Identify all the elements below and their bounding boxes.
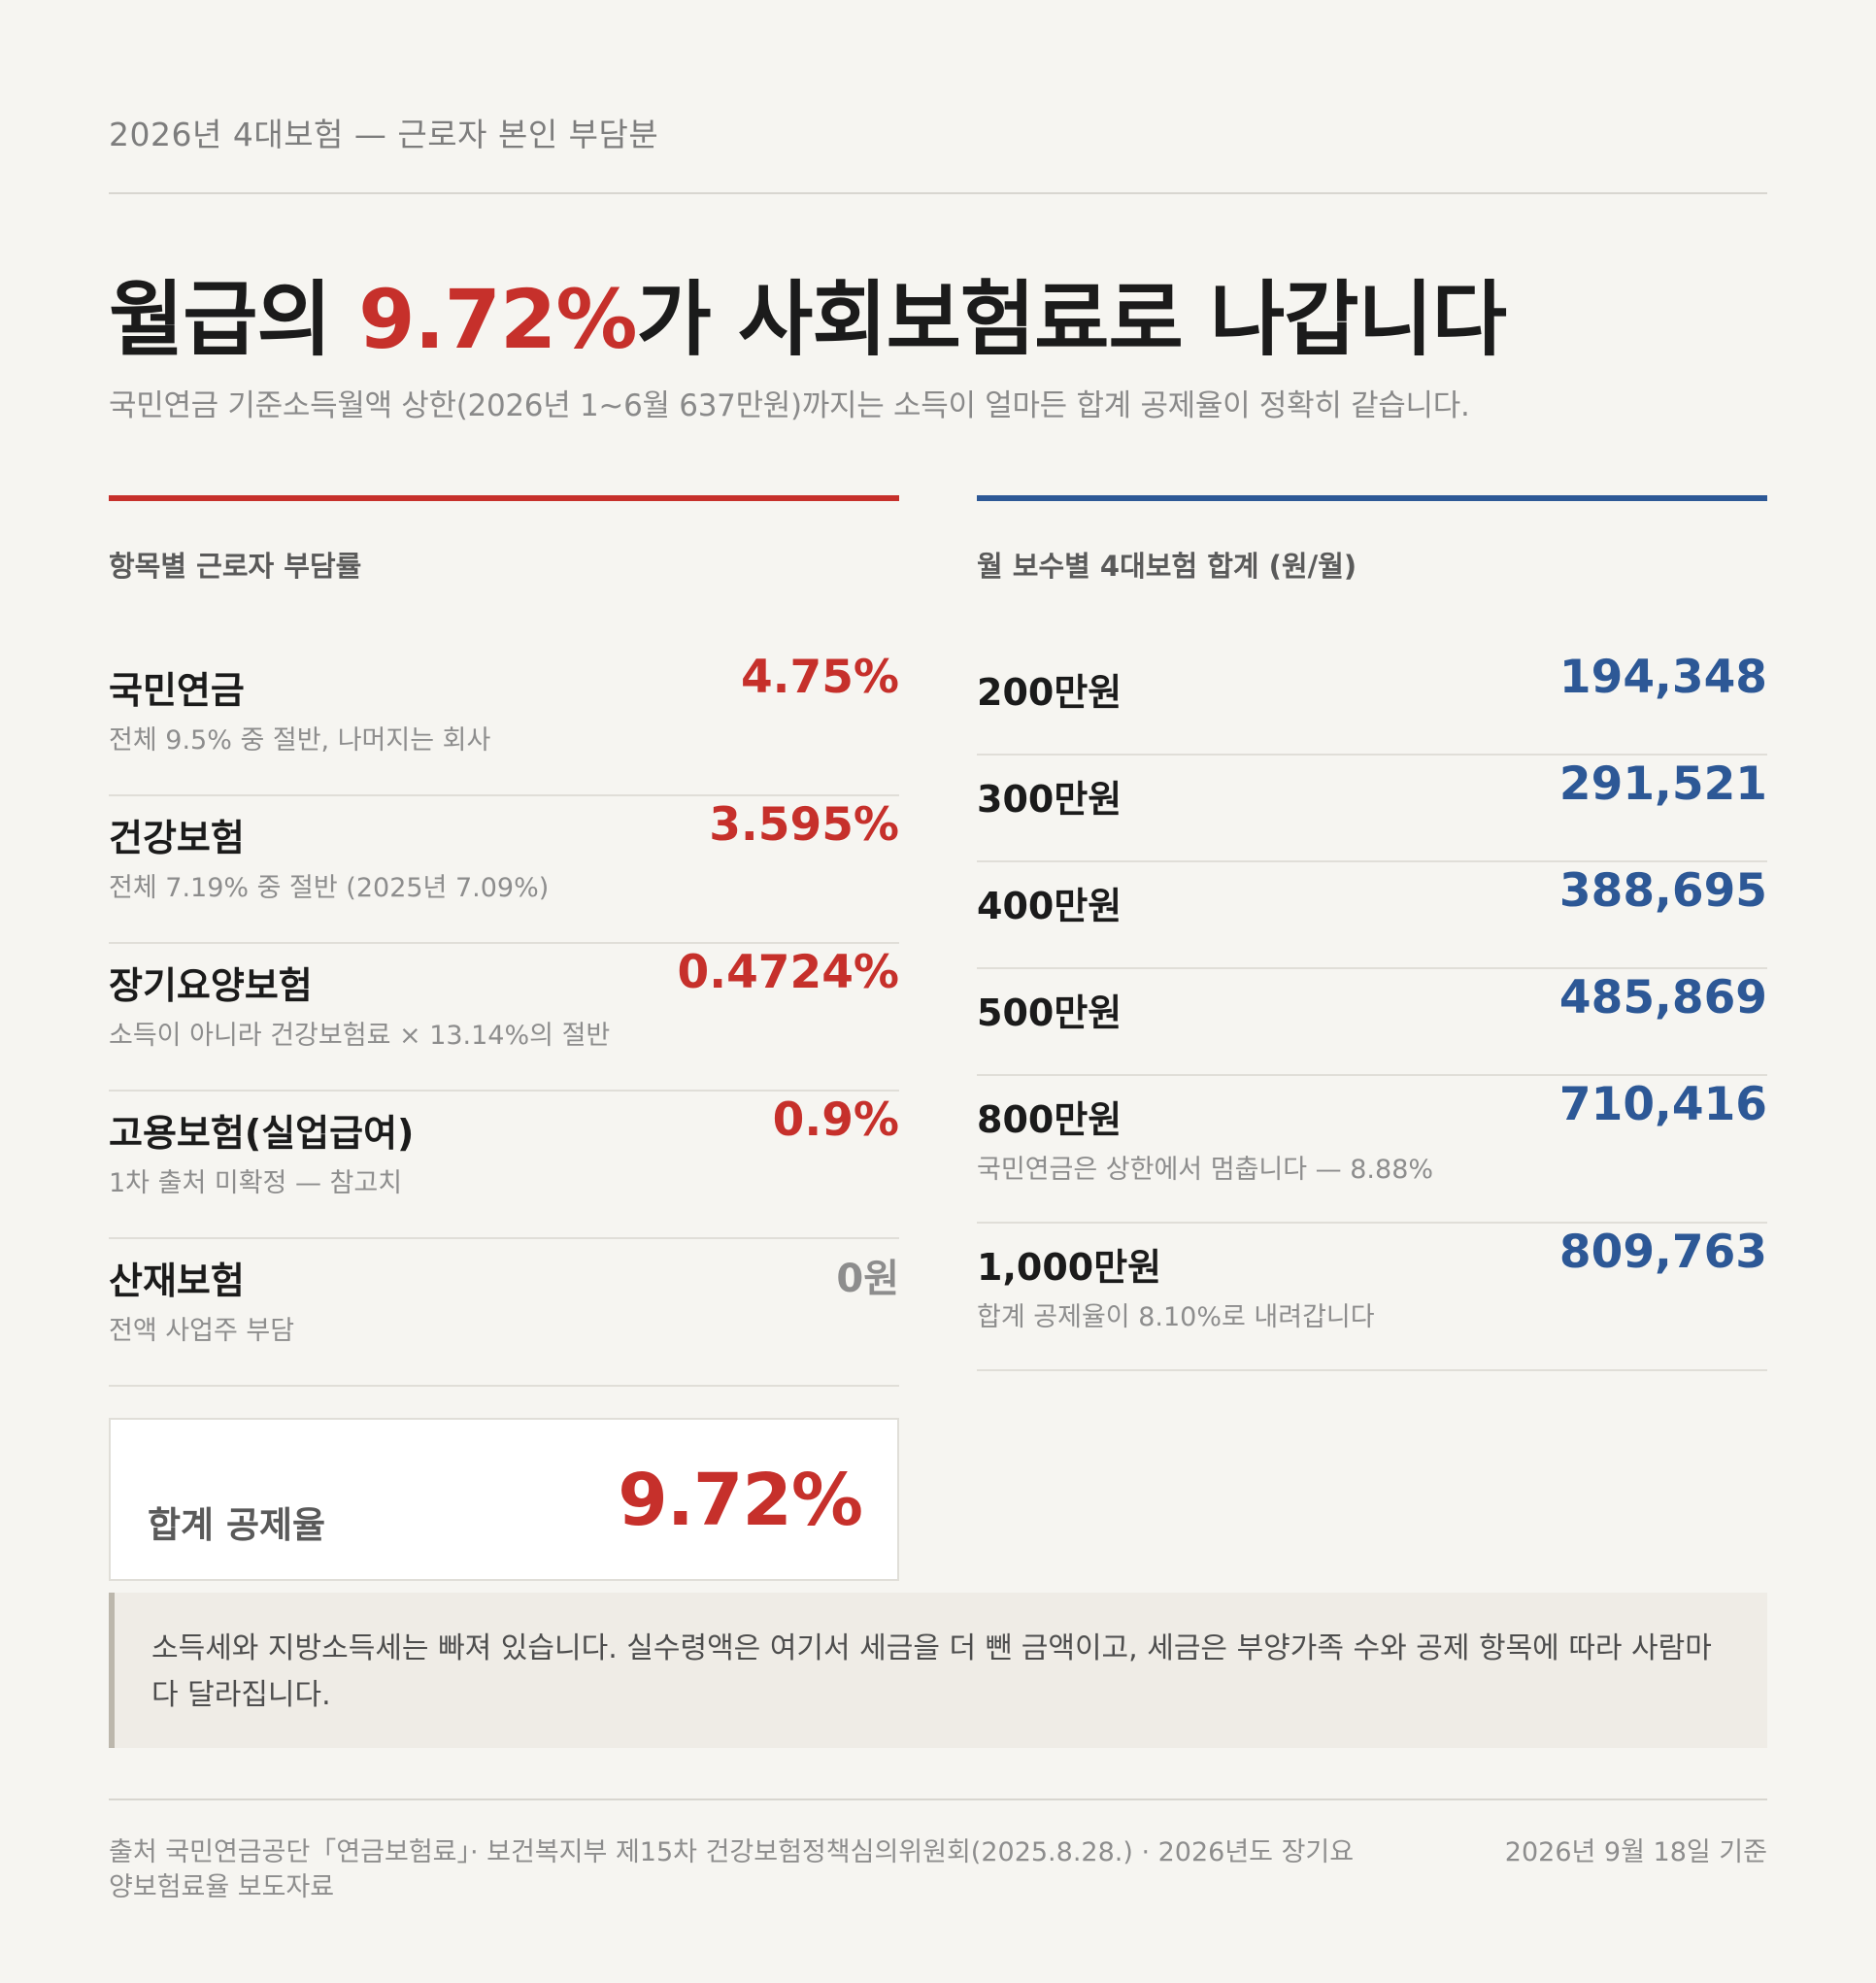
kicker: 2026년 4대보험 — 근로자 본인 부담분 bbox=[109, 116, 659, 153]
rates-column-bar bbox=[109, 495, 899, 501]
salary-row: 200만원 194,348 bbox=[977, 649, 1767, 756]
rate-row: 장기요양보험 소득이 아니라 건강보험료 × 13.14%의 절반 0.4724… bbox=[109, 944, 899, 1092]
salary-note: 합계 공제율이 8.10%로 내려갑니다 bbox=[977, 1302, 1375, 1332]
rate-note: 전체 7.19% 중 절반 (2025년 7.09%) bbox=[109, 873, 550, 903]
headline-after: 가 사회보험료로 나갑니다 bbox=[636, 272, 1508, 367]
salary-list: 200만원 194,348 300만원 291,521 400만원 388,69… bbox=[977, 649, 1767, 1371]
insurance-total: 388,695 bbox=[1558, 864, 1767, 918]
salary-amount: 300만원 bbox=[977, 778, 1122, 821]
rate-name: 고용보험(실업급여) bbox=[109, 1112, 415, 1155]
salary-row: 400만원 388,695 bbox=[977, 862, 1767, 969]
insurance-total: 485,869 bbox=[1558, 971, 1767, 1025]
rate-row: 국민연금 전체 9.5% 중 절반, 나머지는 회사 4.75% bbox=[109, 649, 899, 796]
rates-title: 항목별 근로자 부담률 bbox=[109, 550, 362, 583]
as-of-date: 2026년 9월 18일 기준 bbox=[1504, 1837, 1767, 1867]
total-rate-value: 9.72% bbox=[618, 1459, 863, 1542]
rate-value: 0.9% bbox=[772, 1093, 899, 1147]
rate-note: 전체 9.5% 중 절반, 나머지는 회사 bbox=[109, 725, 491, 756]
rates-column: 항목별 근로자 부담률 국민연금 전체 9.5% 중 절반, 나머지는 회사 4… bbox=[109, 495, 899, 1581]
salary-note: 국민연금은 상한에서 멈춥니다 — 8.88% bbox=[977, 1155, 1434, 1185]
salary-title: 월 보수별 4대보험 합계 (원/월) bbox=[977, 550, 1357, 583]
salary-row: 300만원 291,521 bbox=[977, 756, 1767, 862]
salary-row: 1,000만원 합계 공제율이 8.10%로 내려갑니다 809,763 bbox=[977, 1224, 1767, 1371]
salary-row: 800만원 국민연금은 상한에서 멈춥니다 — 8.88% 710,416 bbox=[977, 1076, 1767, 1224]
headline: 월급의 9.72%가 사회보험료로 나갑니다 bbox=[109, 254, 1508, 372]
salary-amount: 800만원 bbox=[977, 1098, 1122, 1141]
rate-value: 0원 bbox=[836, 1257, 899, 1301]
salary-row: 500만원 485,869 bbox=[977, 969, 1767, 1076]
rate-note: 1차 출처 미확정 — 참고치 bbox=[109, 1168, 403, 1198]
rate-value: 4.75% bbox=[740, 651, 899, 704]
salary-amount: 400만원 bbox=[977, 885, 1122, 927]
source-note: 출처 국민연금공단「연금보험료」· 보건복지부 제15차 건강보험정책심의위원회… bbox=[109, 1837, 1355, 1902]
rate-row: 건강보험 전체 7.19% 중 절반 (2025년 7.09%) 3.595% bbox=[109, 796, 899, 944]
rate-value: 3.595% bbox=[709, 798, 899, 852]
insurance-total: 194,348 bbox=[1558, 651, 1767, 704]
top-divider bbox=[109, 192, 1767, 194]
insurance-total: 710,416 bbox=[1558, 1078, 1767, 1131]
insurance-total: 291,521 bbox=[1558, 757, 1767, 811]
rate-row: 고용보험(실업급여) 1차 출처 미확정 — 참고치 0.9% bbox=[109, 1092, 899, 1239]
salary-amount: 1,000만원 bbox=[977, 1246, 1162, 1289]
rate-name: 장기요양보험 bbox=[109, 964, 313, 1007]
rate-name: 산재보험 bbox=[109, 1260, 245, 1302]
salary-column: 월 보수별 4대보험 합계 (원/월) 200만원 194,348 300만원 … bbox=[977, 495, 1767, 1371]
total-rate-box: 합계 공제율 9.72% bbox=[109, 1418, 899, 1581]
salary-column-bar bbox=[977, 495, 1767, 501]
bottom-divider bbox=[109, 1798, 1767, 1800]
insurance-total: 809,763 bbox=[1558, 1226, 1767, 1279]
headline-accent: 9.72% bbox=[358, 272, 637, 367]
rate-note: 소득이 아니라 건강보험료 × 13.14%의 절반 bbox=[109, 1021, 611, 1051]
tax-callout: 소득세와 지방소득세는 빠져 있습니다. 실수령액은 여기서 세금을 더 뺀 금… bbox=[109, 1593, 1767, 1748]
rate-row: 산재보험 전액 사업주 부담 0원 bbox=[109, 1239, 899, 1387]
headline-before: 월급의 bbox=[109, 272, 359, 367]
subtitle: 국민연금 기준소득월액 상한(2026년 1~6월 637만원)까지는 소득이 … bbox=[109, 388, 1470, 423]
rate-note: 전액 사업주 부담 bbox=[109, 1316, 295, 1346]
rate-value: 0.4724% bbox=[677, 946, 899, 999]
salary-amount: 500만원 bbox=[977, 992, 1122, 1034]
rate-name: 국민연금 bbox=[109, 669, 245, 712]
rate-name: 건강보험 bbox=[109, 817, 245, 859]
salary-amount: 200만원 bbox=[977, 671, 1122, 714]
total-rate-label: 합계 공제율 bbox=[148, 1504, 326, 1546]
rates-list: 국민연금 전체 9.5% 중 절반, 나머지는 회사 4.75% 건강보험 전체… bbox=[109, 649, 899, 1387]
